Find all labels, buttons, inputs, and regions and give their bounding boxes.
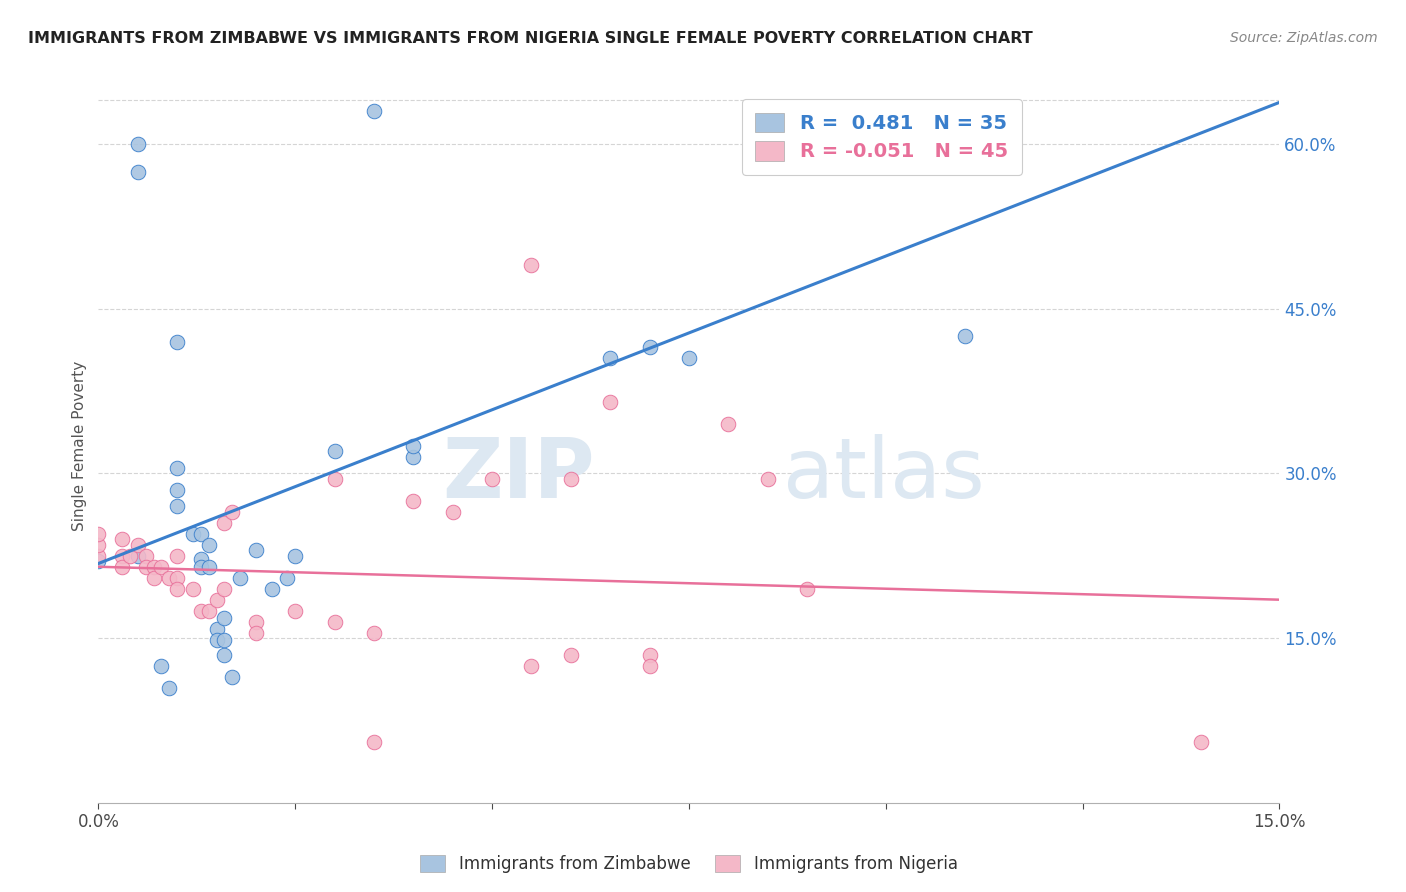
Point xyxy=(166,582,188,596)
Point xyxy=(402,450,425,464)
Point xyxy=(87,526,110,541)
Point xyxy=(87,554,110,568)
Point xyxy=(87,538,110,552)
Point xyxy=(260,582,283,596)
Point xyxy=(402,439,425,453)
Point xyxy=(157,681,180,695)
Point xyxy=(181,526,204,541)
Point xyxy=(1189,735,1212,749)
Point xyxy=(678,351,700,366)
Text: IMMIGRANTS FROM ZIMBABWE VS IMMIGRANTS FROM NIGERIA SINGLE FEMALE POVERTY CORREL: IMMIGRANTS FROM ZIMBABWE VS IMMIGRANTS F… xyxy=(28,31,1033,46)
Point xyxy=(520,658,543,673)
Point xyxy=(205,633,228,648)
Point xyxy=(127,538,149,552)
Point xyxy=(181,582,204,596)
Point xyxy=(284,549,307,563)
Point xyxy=(245,625,267,640)
Point xyxy=(638,340,661,354)
Point xyxy=(638,648,661,662)
Point xyxy=(190,526,212,541)
Point xyxy=(221,505,243,519)
Y-axis label: Single Female Poverty: Single Female Poverty xyxy=(72,361,87,531)
Point xyxy=(402,494,425,508)
Point xyxy=(190,604,212,618)
Point xyxy=(560,472,582,486)
Point xyxy=(363,735,385,749)
Point xyxy=(214,611,236,625)
Point xyxy=(638,658,661,673)
Point xyxy=(111,533,134,547)
Text: ZIP: ZIP xyxy=(441,434,595,515)
Point xyxy=(166,461,188,475)
Point xyxy=(197,604,219,618)
Point xyxy=(441,505,464,519)
Point xyxy=(190,559,212,574)
Point xyxy=(363,625,385,640)
Point xyxy=(323,444,346,458)
Point xyxy=(717,417,740,431)
Point xyxy=(560,648,582,662)
Point xyxy=(214,516,236,530)
Point xyxy=(323,615,346,629)
Point xyxy=(599,395,621,409)
Point xyxy=(276,571,298,585)
Point xyxy=(111,549,134,563)
Point xyxy=(953,329,976,343)
Point xyxy=(127,549,149,563)
Point xyxy=(205,592,228,607)
Point xyxy=(166,571,188,585)
Point xyxy=(520,258,543,272)
Point xyxy=(127,164,149,178)
Point xyxy=(756,472,779,486)
Point xyxy=(214,648,236,662)
Point xyxy=(323,472,346,486)
Point xyxy=(205,623,228,637)
Point xyxy=(197,538,219,552)
Point xyxy=(599,351,621,366)
Point xyxy=(229,571,252,585)
Point xyxy=(284,604,307,618)
Point xyxy=(157,571,180,585)
Text: atlas: atlas xyxy=(783,434,986,515)
Point xyxy=(166,334,188,349)
Point xyxy=(118,549,141,563)
Point xyxy=(135,549,157,563)
Legend: Immigrants from Zimbabwe, Immigrants from Nigeria: Immigrants from Zimbabwe, Immigrants fro… xyxy=(413,848,965,880)
Point xyxy=(166,483,188,497)
Point xyxy=(142,571,165,585)
Point xyxy=(245,543,267,558)
Point xyxy=(87,549,110,563)
Point xyxy=(150,658,173,673)
Point xyxy=(214,582,236,596)
Point xyxy=(221,669,243,683)
Point xyxy=(111,559,134,574)
Point xyxy=(166,549,188,563)
Point xyxy=(481,472,503,486)
Point xyxy=(142,559,165,574)
Point xyxy=(190,552,212,566)
Text: Source: ZipAtlas.com: Source: ZipAtlas.com xyxy=(1230,31,1378,45)
Point xyxy=(796,582,818,596)
Point xyxy=(214,633,236,648)
Point xyxy=(245,615,267,629)
Point xyxy=(135,559,157,574)
Point xyxy=(363,104,385,119)
Point xyxy=(127,137,149,152)
Point xyxy=(166,500,188,514)
Point xyxy=(150,559,173,574)
Point xyxy=(197,559,219,574)
